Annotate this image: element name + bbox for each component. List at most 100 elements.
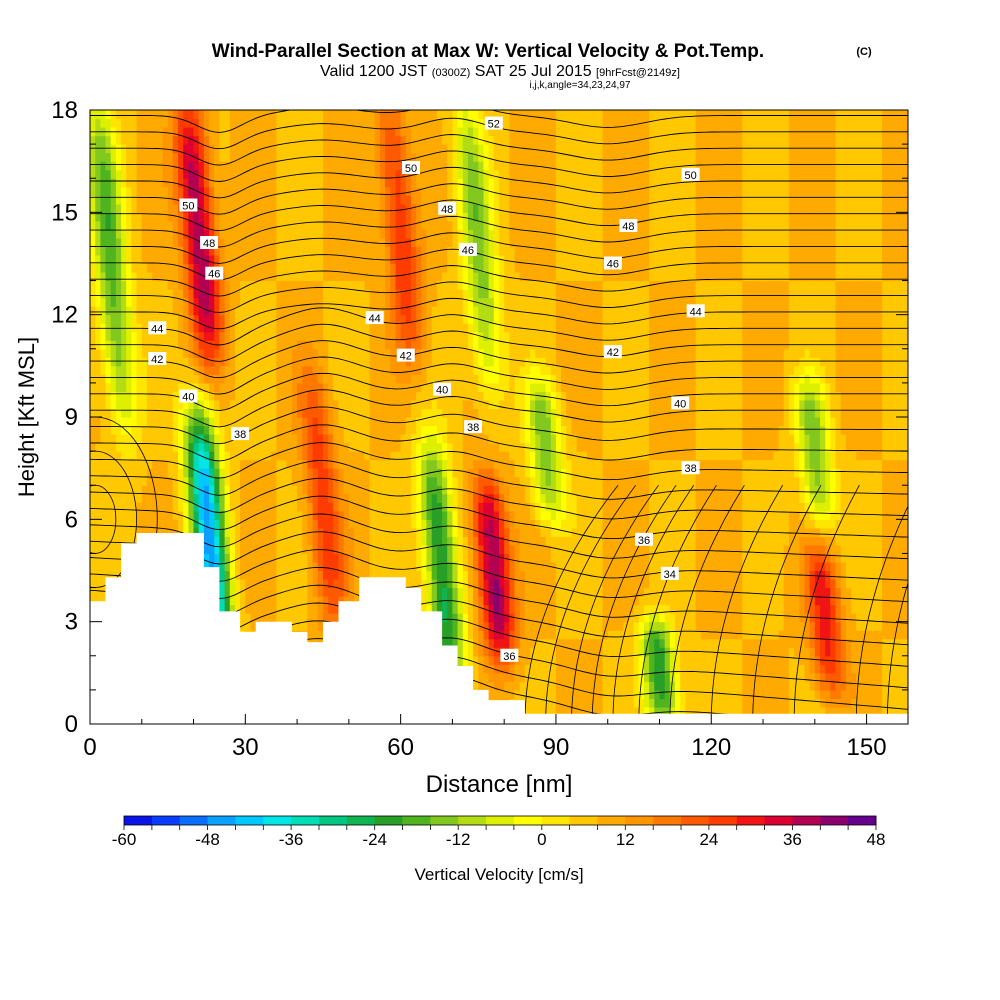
velocity-cell: [400, 263, 407, 273]
velocity-cell: [219, 306, 226, 316]
velocity-cell: [203, 434, 210, 444]
velocity-cell: [343, 186, 350, 196]
velocity-cell: [328, 382, 334, 392]
velocity-cell: [255, 459, 262, 469]
velocity-cell: [115, 331, 122, 341]
velocity-cell: [354, 451, 360, 461]
velocity-cell: [328, 596, 334, 606]
velocity-cell: [203, 323, 210, 333]
velocity-cell: [178, 306, 184, 316]
velocity-cell: [178, 297, 184, 307]
velocity-cell: [146, 399, 153, 409]
velocity-cell: [333, 374, 340, 384]
velocity-cell: [431, 357, 438, 367]
velocity-cell: [183, 493, 189, 503]
velocity-cell: [131, 152, 138, 162]
velocity-cell: [354, 579, 360, 589]
velocity-cell: [312, 212, 319, 222]
velocity-cell: [146, 502, 153, 512]
velocity-cell: [110, 280, 117, 290]
velocity-cell: [100, 408, 107, 418]
velocity-cell: [126, 212, 132, 222]
velocity-cell: [307, 280, 314, 290]
velocity-cell: [385, 297, 391, 307]
velocity-cell: [281, 570, 288, 580]
velocity-cell: [131, 374, 138, 384]
velocity-cell: [405, 374, 412, 384]
velocity-cell: [110, 399, 117, 409]
velocity-cell: [162, 399, 169, 409]
velocity-cell: [348, 442, 355, 452]
velocity-cell: [359, 127, 365, 137]
velocity-cell: [385, 485, 391, 495]
velocity-cell: [162, 468, 169, 478]
velocity-cell: [343, 237, 350, 247]
velocity-cell: [136, 110, 143, 120]
velocity-cell: [291, 485, 298, 495]
velocity-cell: [421, 570, 428, 580]
velocity-cell: [286, 314, 293, 324]
velocity-cell: [100, 391, 107, 401]
velocity-cell: [328, 417, 334, 427]
velocity-cell: [421, 374, 428, 384]
velocity-cell: [374, 476, 381, 486]
velocity-cell: [431, 144, 438, 154]
velocity-cell: [152, 229, 158, 239]
velocity-cell: [152, 459, 158, 469]
velocity-cell: [110, 212, 117, 222]
velocity-cell: [307, 272, 314, 282]
velocity-cell: [115, 519, 122, 529]
velocity-cell: [157, 468, 164, 478]
velocity-cell: [121, 485, 127, 495]
velocity-cell: [141, 425, 148, 435]
velocity-cell: [266, 169, 272, 179]
velocity-cell: [359, 323, 365, 333]
velocity-cell: [198, 340, 205, 350]
velocity-cell: [411, 280, 417, 290]
velocity-cell: [395, 229, 402, 239]
velocity-cell: [286, 604, 293, 614]
velocity-cell: [245, 220, 252, 230]
velocity-cell: [115, 417, 122, 427]
velocity-cell: [436, 408, 443, 418]
velocity-cell: [260, 229, 267, 239]
velocity-cell: [152, 280, 158, 290]
velocity-cell: [266, 519, 272, 529]
velocity-cell: [286, 280, 293, 290]
velocity-cell: [183, 485, 189, 495]
velocity-cell: [271, 553, 277, 563]
velocity-cell: [255, 314, 262, 324]
velocity-cell: [286, 323, 293, 333]
velocity-cell: [235, 135, 241, 145]
velocity-cell: [219, 135, 226, 145]
velocity-cell: [90, 161, 96, 171]
velocity-cell: [219, 161, 226, 171]
velocity-cell: [157, 459, 164, 469]
velocity-cell: [348, 357, 355, 367]
velocity-cell: [115, 297, 122, 307]
velocity-cell: [369, 178, 376, 188]
velocity-cell: [333, 365, 340, 375]
velocity-cell: [343, 382, 350, 392]
velocity-cell: [136, 434, 143, 444]
velocity-cell: [271, 212, 277, 222]
velocity-cell: [198, 399, 205, 409]
velocity-cell: [416, 306, 422, 316]
velocity-cell: [421, 536, 428, 546]
velocity-cell: [110, 220, 117, 230]
velocity-cell: [95, 417, 101, 427]
velocity-cell: [390, 314, 397, 324]
velocity-cell: [178, 255, 184, 265]
velocity-cell: [271, 442, 277, 452]
velocity-cell: [271, 203, 277, 213]
velocity-cell: [385, 519, 391, 529]
velocity-cell: [115, 255, 122, 265]
velocity-cell: [131, 263, 138, 273]
velocity-cell: [183, 280, 189, 290]
velocity-cell: [100, 544, 107, 554]
velocity-cell: [219, 331, 226, 341]
velocity-cell: [390, 246, 397, 256]
velocity-cell: [369, 169, 376, 179]
velocity-cell: [317, 272, 324, 282]
velocity-cell: [286, 553, 293, 563]
